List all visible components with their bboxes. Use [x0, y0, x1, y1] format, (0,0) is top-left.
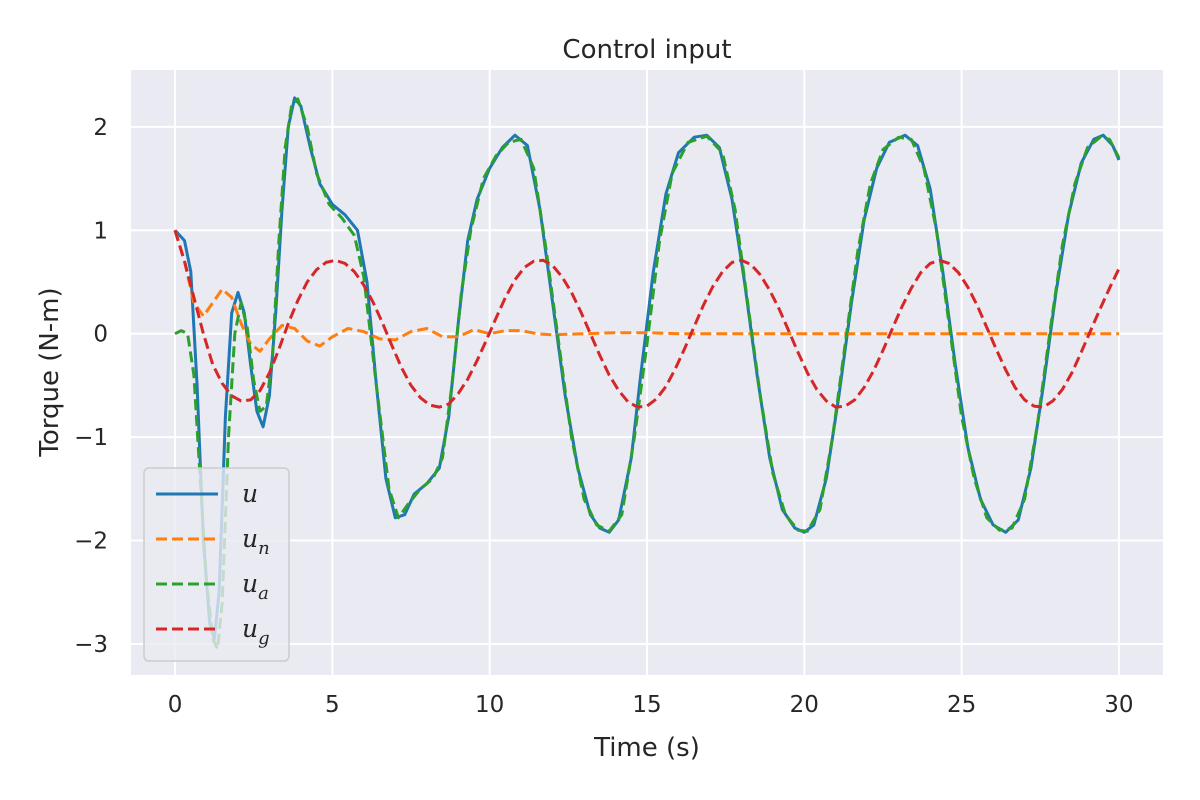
y-tick-label: −3	[74, 632, 108, 658]
x-tick-label: 10	[475, 692, 504, 718]
legend-box	[143, 467, 290, 662]
legend-label-u-n: un	[242, 524, 270, 559]
legend-label-u: u	[242, 479, 258, 508]
y-tick-label: 0	[93, 322, 108, 348]
legend: u un ua ug	[143, 467, 290, 662]
y-tick-label: 1	[93, 218, 108, 244]
x-axis-label: Time (s)	[593, 733, 700, 763]
x-tick-label: 25	[947, 692, 976, 718]
x-tick-label: 30	[1104, 692, 1133, 718]
y-axis-label: Torque (N-m)	[35, 287, 65, 457]
x-tick-label: 0	[168, 692, 183, 718]
series-line-u-n	[173, 229, 1119, 353]
y-tick-label: −1	[74, 425, 108, 451]
legend-label-u-g: ug	[242, 614, 270, 649]
chart-title: Control input	[562, 35, 731, 65]
series-line-u-g	[173, 229, 1121, 409]
x-tick-label: 15	[632, 692, 661, 718]
x-tick-label: 20	[790, 692, 819, 718]
x-tick-label: 5	[325, 692, 340, 718]
series-lines	[173, 96, 1121, 651]
y-tick-label: −2	[74, 529, 108, 555]
series-line-u-a	[174, 97, 1121, 651]
legend-label-u-a: ua	[242, 569, 269, 604]
tick-labels: 0 5 10 15 20 25 30 −3 −2 −1 0 1 2	[74, 115, 1133, 718]
y-tick-label: 2	[93, 115, 108, 141]
